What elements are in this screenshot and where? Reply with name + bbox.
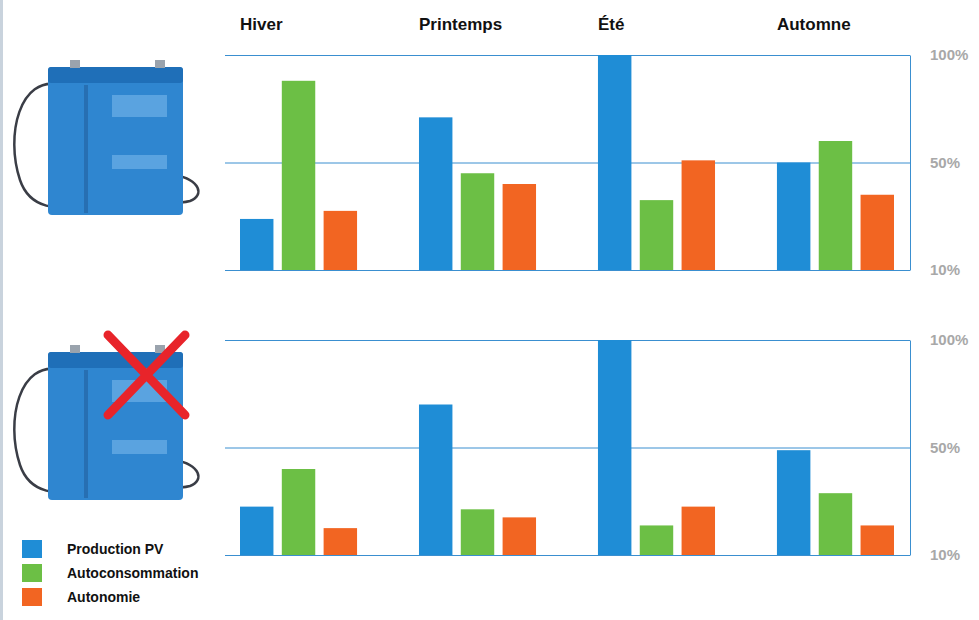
battery-lid xyxy=(48,67,183,83)
bar xyxy=(598,340,631,555)
axis-line xyxy=(910,56,911,271)
bar xyxy=(282,81,315,270)
legend-label: Production PV xyxy=(67,541,164,557)
category-label: Printemps xyxy=(419,15,502,34)
battery-icon xyxy=(14,60,198,215)
y-tick-label: 50% xyxy=(930,154,960,171)
page-edge xyxy=(0,0,3,620)
y-tick-label: 10% xyxy=(930,261,960,278)
bar xyxy=(324,528,357,555)
y-tick: 50% xyxy=(225,439,960,456)
category-label: Été xyxy=(598,15,624,34)
legend-label: Autoconsommation xyxy=(67,565,198,581)
bar xyxy=(503,517,536,555)
bar xyxy=(819,141,852,270)
cross-mark xyxy=(108,335,185,415)
bar xyxy=(682,507,715,555)
y-tick-label: 100% xyxy=(930,46,968,63)
bar xyxy=(282,469,315,555)
bar xyxy=(819,493,852,555)
battery-terminal xyxy=(155,60,165,68)
y-tick: 100% xyxy=(225,46,968,63)
bars xyxy=(240,340,894,555)
bar xyxy=(240,219,273,270)
y-tick: 100% xyxy=(225,331,968,348)
x-tick: Printemps xyxy=(419,15,502,34)
chart-root: 10% 50% 100% Hiver Printemps Été Automne Produc… xyxy=(0,0,979,620)
bar xyxy=(503,184,536,270)
bar xyxy=(598,55,631,270)
battery-body xyxy=(48,352,183,500)
legend-label: Autonomie xyxy=(67,589,140,605)
bar xyxy=(640,525,673,555)
legend-item: Production PV xyxy=(22,540,164,558)
y-tick-label: 50% xyxy=(930,439,960,456)
x-tick: Hiver xyxy=(240,15,283,34)
grid-line xyxy=(225,555,910,556)
bar xyxy=(861,195,894,270)
bar xyxy=(777,163,810,271)
grid-line xyxy=(225,340,910,341)
bar xyxy=(240,507,273,555)
category-label: Hiver xyxy=(240,15,283,34)
panel: 10% 50% 100% xyxy=(14,331,968,563)
axis-line xyxy=(910,341,911,556)
grid-line xyxy=(225,55,910,56)
bar xyxy=(324,211,357,270)
battery-plate xyxy=(112,440,167,454)
bar xyxy=(861,525,894,555)
legend-item: Autonomie xyxy=(22,588,140,606)
category-label: Automne xyxy=(777,15,851,34)
battery-terminal xyxy=(70,345,80,353)
battery-plate xyxy=(112,155,167,169)
legend: Production PV Autoconsommation Autonomie xyxy=(22,540,198,606)
y-tick-label: 10% xyxy=(930,546,960,563)
grid-line xyxy=(225,448,910,449)
bar xyxy=(461,173,494,270)
x-axis: Hiver Printemps Été Automne xyxy=(240,15,851,34)
bar xyxy=(682,160,715,270)
battery-terminal xyxy=(70,60,80,68)
y-tick-label: 100% xyxy=(930,331,968,348)
bar xyxy=(777,450,810,555)
x-tick: Été xyxy=(598,15,624,34)
battery-body xyxy=(48,67,183,215)
y-axis: 10% 50% 100% xyxy=(225,46,968,278)
y-axis: 10% 50% 100% xyxy=(225,331,968,563)
bar xyxy=(419,117,452,270)
legend-swatch xyxy=(22,540,42,558)
bar xyxy=(461,509,494,555)
grid-line xyxy=(225,270,910,271)
legend-item: Autoconsommation xyxy=(22,564,198,582)
bars xyxy=(240,55,894,270)
bar xyxy=(419,405,452,556)
bar xyxy=(640,200,673,270)
legend-swatch xyxy=(22,564,42,582)
battery-plate xyxy=(112,95,167,117)
x-tick: Automne xyxy=(777,15,851,34)
legend-swatch xyxy=(22,588,42,606)
battery-icon xyxy=(14,335,198,500)
panel: 10% 50% 100% Hiver Printemps Été Automne xyxy=(14,15,968,278)
battery-rib xyxy=(84,85,88,213)
battery-rib xyxy=(84,370,88,498)
